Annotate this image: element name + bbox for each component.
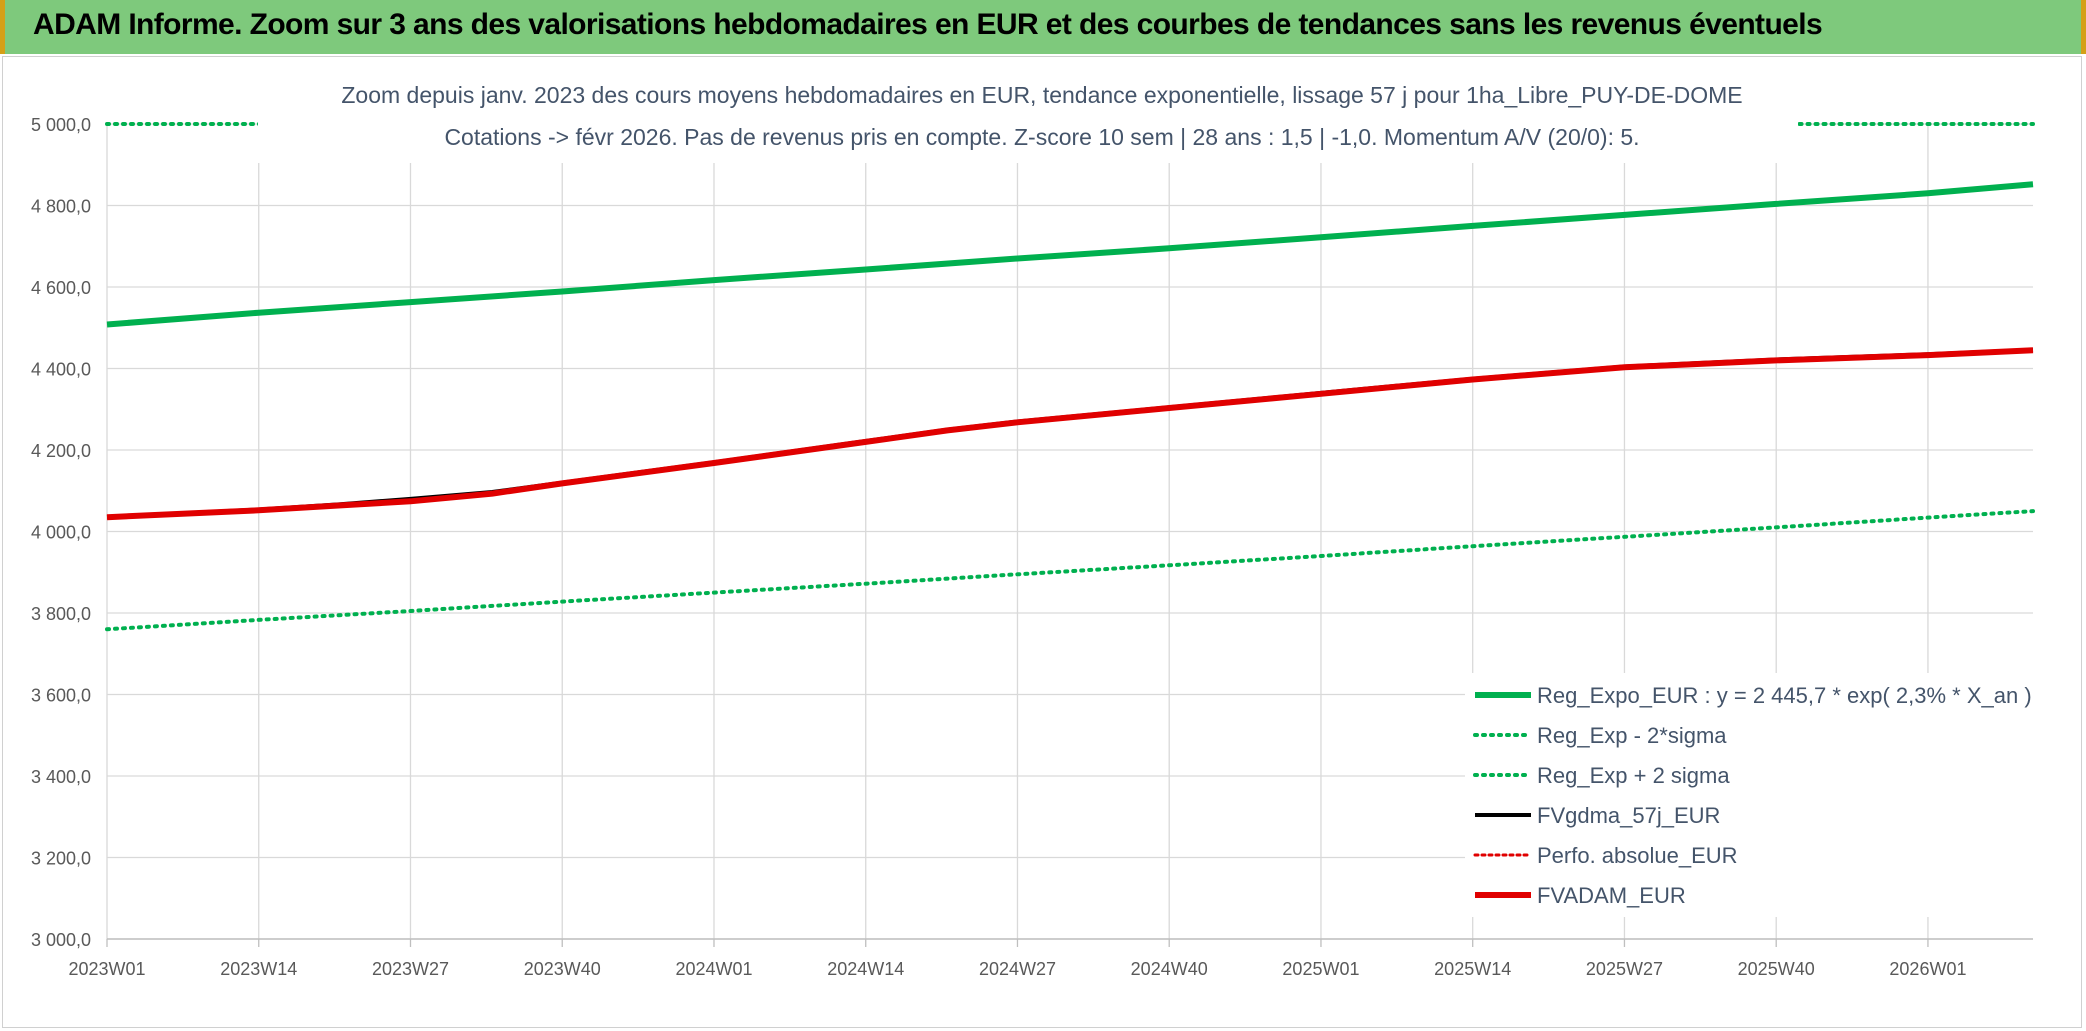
y-tick-label: 3 800,0 xyxy=(31,604,91,624)
y-axis-labels: 3 000,0 3 200,0 3 400,0 3 600,0 3 800,0 4 000… xyxy=(31,115,91,950)
chart-titles: Zoom depuis janv. 2023 des cours moyens … xyxy=(258,63,1798,163)
y-tick-label: 3 000,0 xyxy=(31,930,91,950)
y-tick-label: 3 400,0 xyxy=(31,767,91,787)
series-line-3 xyxy=(106,347,2034,519)
legend-label: Reg_Exp + 2 sigma xyxy=(1537,763,1730,788)
y-tick-label: 4 000,0 xyxy=(31,523,91,543)
legend-label: FVADAM_EUR xyxy=(1537,883,1686,908)
y-tick-label: 4 800,0 xyxy=(31,197,91,217)
x-tick-label: 2023W14 xyxy=(220,959,297,979)
x-tick-label: 2025W27 xyxy=(1586,959,1663,979)
banner-title: ADAM Informe. Zoom sur 3 ans des valoris… xyxy=(33,8,1823,41)
x-tick-label: 2024W14 xyxy=(827,959,904,979)
legend-label: Reg_Expo_EUR : y = 2 445,7 * exp( 2,3% *… xyxy=(1537,683,2032,708)
legend-label: Reg_Exp - 2*sigma xyxy=(1537,723,1727,748)
x-tick-label: 2025W40 xyxy=(1738,959,1815,979)
chart-frame: Zoom depuis janv. 2023 des cours moyens … xyxy=(2,56,2082,1028)
x-tick-label: 2023W01 xyxy=(68,959,145,979)
legend-label: FVgdma_57j_EUR xyxy=(1537,803,1720,828)
x-tick-label: 2024W27 xyxy=(979,959,1056,979)
x-tick-label: 2026W01 xyxy=(1889,959,1966,979)
legend-label: Perfo. absolue_EUR xyxy=(1537,843,1738,868)
series-line-0 xyxy=(106,181,2034,328)
series-lines xyxy=(105,122,2035,632)
y-tick-label: 4 600,0 xyxy=(31,278,91,298)
x-tick-label: 2025W01 xyxy=(1282,959,1359,979)
x-tick-label: 2025W14 xyxy=(1434,959,1511,979)
legend: Reg_Expo_EUR : y = 2 445,7 * exp( 2,3% *… xyxy=(1465,673,2035,917)
series-line-5 xyxy=(106,347,2034,521)
title-background xyxy=(258,63,1798,163)
x-axis-ticks xyxy=(106,938,2033,947)
x-tick-label: 2024W01 xyxy=(675,959,752,979)
x-axis-labels: 2023W01 2023W14 2023W27 2023W40 2024W01 2024W… xyxy=(68,959,1966,979)
x-tick-label: 2024W40 xyxy=(1131,959,1208,979)
legend-background xyxy=(1465,673,2035,917)
line-chart: Zoom depuis janv. 2023 des cours moyens … xyxy=(31,63,2035,979)
y-tick-label: 5 000,0 xyxy=(31,115,91,135)
header-banner: ADAM Informe. Zoom sur 3 ans des valoris… xyxy=(0,0,2086,54)
x-tick-label: 2023W40 xyxy=(524,959,601,979)
y-tick-label: 4 200,0 xyxy=(31,441,91,461)
x-tick-label: 2023W27 xyxy=(372,959,449,979)
y-tick-label: 4 400,0 xyxy=(31,360,91,380)
series-line-1 xyxy=(105,509,2035,632)
chart-title: Zoom depuis janv. 2023 des cours moyens … xyxy=(341,82,1742,108)
y-tick-label: 3 200,0 xyxy=(31,849,91,869)
y-tick-label: 3 600,0 xyxy=(31,686,91,706)
chart-subtitle: Cotations -> févr 2026. Pas de revenus p… xyxy=(444,124,1639,150)
